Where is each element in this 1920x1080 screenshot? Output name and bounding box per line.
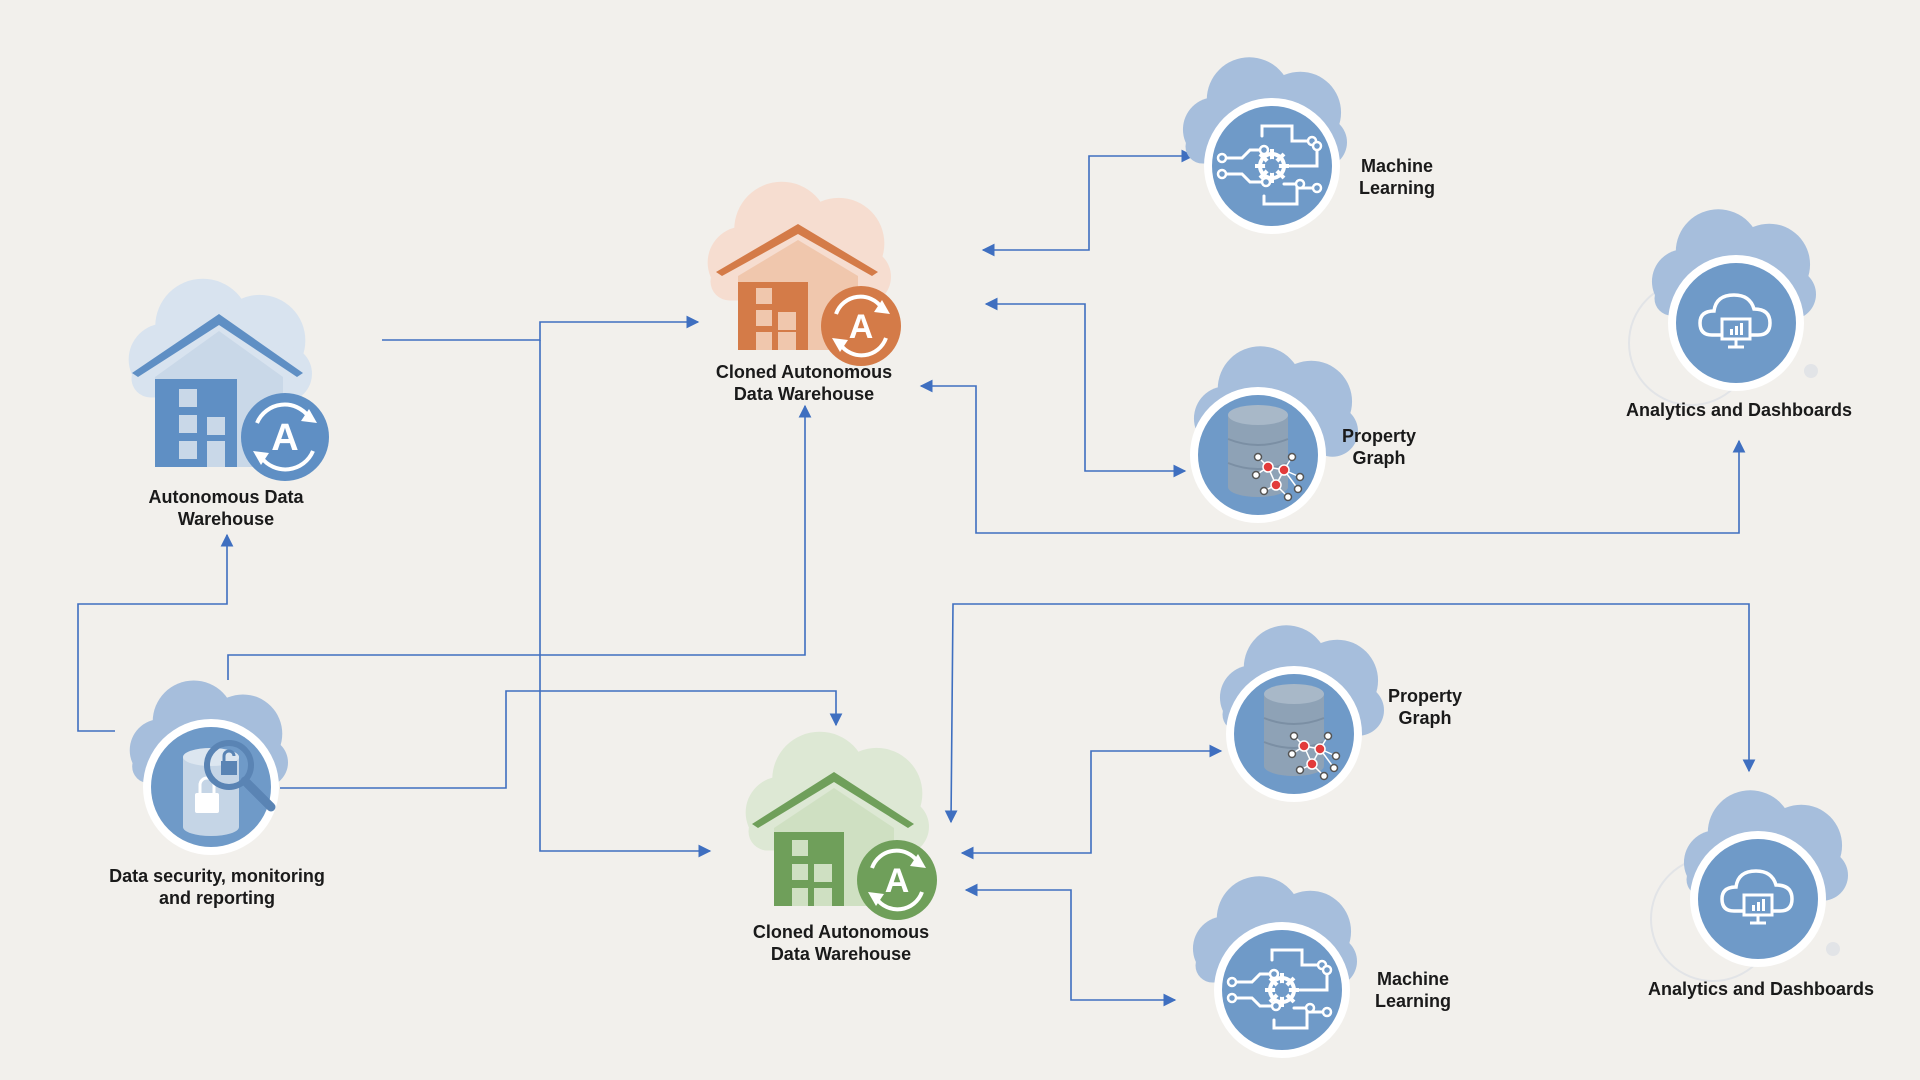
adw-label-line2: Warehouse xyxy=(149,508,304,530)
connector-adw-to-clone-bottom xyxy=(540,340,710,851)
ml-top-label: Machine Learning xyxy=(1359,155,1435,199)
ad-top-label: Analytics and Dashboards xyxy=(1626,399,1852,421)
clone-top-label-line1: Cloned Autonomous xyxy=(716,361,892,383)
connector-adw-to-clone-top xyxy=(382,322,698,340)
clone-top-node[interactable]: A xyxy=(708,182,901,366)
ad-bottom-node[interactable] xyxy=(1651,790,1848,981)
adw-label-line1: Autonomous Data xyxy=(149,486,304,508)
adw-node[interactable]: A xyxy=(129,279,329,481)
security-label: Data security, monitoring and reporting xyxy=(109,865,325,909)
ad-bottom-label-line1: Analytics and Dashboards xyxy=(1648,978,1874,1000)
pg-bottom-label: Property Graph xyxy=(1388,685,1462,729)
clone-bottom-node[interactable]: A xyxy=(746,732,937,920)
ml-bottom-label-line2: Learning xyxy=(1375,990,1451,1012)
security-label-line1: Data security, monitoring xyxy=(109,865,325,887)
connector-clone-bottom-pg xyxy=(962,751,1221,853)
connector-security-to-clone-bottom xyxy=(280,691,836,788)
adw-label: Autonomous Data Warehouse xyxy=(149,486,304,530)
security-label-line2: and reporting xyxy=(109,887,325,909)
ml-bottom-node[interactable] xyxy=(1193,876,1357,1058)
security-node[interactable] xyxy=(130,681,288,856)
connector-clone-top-ml xyxy=(983,156,1193,250)
pg-top-label: Property Graph xyxy=(1342,425,1416,469)
clone-top-label-line2: Data Warehouse xyxy=(716,383,892,405)
clone-bottom-label-line2: Data Warehouse xyxy=(753,943,929,965)
pg-top-label-line1: Property xyxy=(1342,425,1416,447)
connector-clone-bottom-ml xyxy=(966,890,1175,1000)
svg-text:A: A xyxy=(885,862,910,900)
ad-top-label-line1: Analytics and Dashboards xyxy=(1626,399,1852,421)
pg-top-label-line2: Graph xyxy=(1342,447,1416,469)
ml-bottom-label: Machine Learning xyxy=(1375,968,1451,1012)
svg-text:A: A xyxy=(849,308,874,346)
ad-top-node[interactable] xyxy=(1629,209,1818,405)
clone-top-label: Cloned Autonomous Data Warehouse xyxy=(716,361,892,405)
ml-bottom-label-line1: Machine xyxy=(1375,968,1451,990)
pg-bottom-label-line1: Property xyxy=(1388,685,1462,707)
ml-top-node[interactable] xyxy=(1183,57,1347,234)
pg-top-node[interactable] xyxy=(1190,346,1358,523)
svg-text:A: A xyxy=(271,417,298,459)
ml-top-label-line2: Learning xyxy=(1359,177,1435,199)
pg-bottom-label-line2: Graph xyxy=(1388,707,1462,729)
connector-clone-top-pg xyxy=(986,304,1185,471)
ml-top-label-line1: Machine xyxy=(1359,155,1435,177)
clone-bottom-label-line1: Cloned Autonomous xyxy=(753,921,929,943)
pg-bottom-node[interactable] xyxy=(1220,625,1384,802)
clone-bottom-label: Cloned Autonomous Data Warehouse xyxy=(753,921,929,965)
ad-bottom-label: Analytics and Dashboards xyxy=(1648,978,1874,1000)
